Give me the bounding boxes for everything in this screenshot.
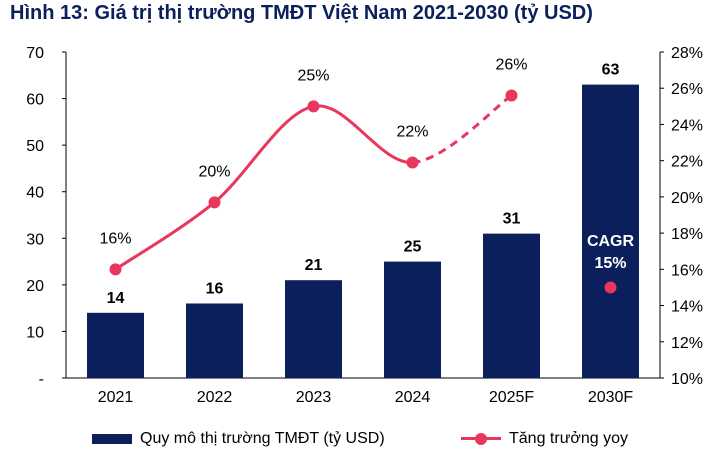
left-tick-label: 50 (26, 138, 44, 155)
right-tick-label: 10% (671, 371, 703, 388)
line-series-solid (114, 104, 413, 271)
x-tick-label: 2025F (489, 389, 535, 406)
left-tick-label: 70 (26, 45, 44, 62)
left-tick-label: - (39, 371, 44, 388)
right-tick-label: 22% (671, 154, 703, 171)
bar (87, 312, 144, 378)
legend-item-bar: Quy mô thị trường TMĐT (tỷ USD) (92, 430, 385, 448)
chart-title: Hình 13: Giá trị thị trường TMĐT Việt Na… (10, 2, 593, 24)
right-tick-label: 20% (671, 190, 703, 207)
x-tick-label: 2023 (296, 389, 332, 406)
line-series-forecast (412, 94, 513, 164)
cagr-label-line-2: 15% (594, 255, 626, 272)
line-point-label: 26% (495, 56, 527, 73)
left-tick-label: 40 (26, 185, 44, 202)
bar-value-label: 16 (206, 280, 224, 297)
bar (582, 84, 639, 378)
bar-value-label: 63 (602, 62, 620, 79)
bar-value-label: 25 (404, 239, 422, 256)
right-tick-label: 18% (671, 226, 703, 243)
bar-value-label: 21 (305, 257, 323, 274)
x-tick-label: 2022 (197, 389, 233, 406)
legend-label-line: Tăng trưởng yoy (509, 430, 629, 447)
legend-item-line: Tăng trưởng yoy (461, 430, 628, 448)
bar (384, 261, 441, 378)
x-tick-label: 2024 (395, 389, 431, 406)
right-tick-label: 14% (671, 299, 703, 316)
line-point-label: 22% (396, 123, 428, 140)
legend-label-bar: Quy mô thị trường TMĐT (tỷ USD) (140, 430, 385, 447)
bar-value-label: 14 (107, 290, 125, 307)
line-point (406, 156, 419, 169)
line-point (505, 89, 518, 102)
x-tick-label: 2021 (98, 389, 134, 406)
line-point (208, 196, 221, 209)
bar (285, 280, 342, 378)
right-tick-label: 16% (671, 262, 703, 279)
x-tick-label: 2030F (588, 389, 634, 406)
left-tick-label: 60 (26, 92, 44, 109)
right-tick-label: 24% (671, 117, 703, 134)
left-tick-label: 10 (26, 324, 44, 341)
right-tick-label: 26% (671, 81, 703, 98)
left-tick-label: 30 (26, 231, 44, 248)
right-tick-label: 28% (671, 45, 703, 62)
line-point-label: 16% (99, 230, 131, 247)
line-point (604, 281, 617, 294)
line-point (307, 100, 320, 113)
cagr-label-line-1: CAGR (587, 233, 635, 250)
right-tick-label: 12% (671, 335, 703, 352)
bar (186, 303, 243, 378)
line-point (109, 263, 122, 276)
legend-swatch-bar (92, 434, 132, 444)
legend-swatch-line (461, 431, 501, 447)
line-point-label: 20% (198, 163, 230, 180)
left-tick-label: 20 (26, 278, 44, 295)
bar (483, 233, 540, 378)
line-point-label: 25% (297, 67, 329, 84)
chart-legend: Quy mô thị trường TMĐT (tỷ USD) Tăng trư… (0, 430, 728, 452)
bar-value-label: 31 (503, 211, 521, 228)
